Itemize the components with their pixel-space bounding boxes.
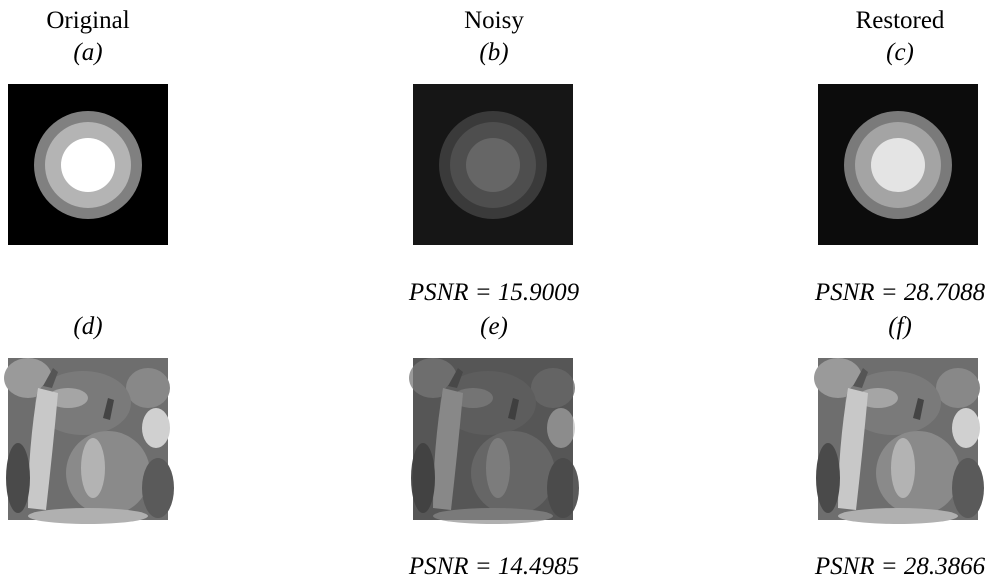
image-restored-rings <box>818 84 978 245</box>
image-noisy-rings <box>413 84 573 245</box>
psnr: PSNR = 14.4985 <box>408 553 579 580</box>
psnr: PSNR = 28.3866 <box>814 553 986 580</box>
image-restored-peppers <box>814 358 984 524</box>
image-original-peppers <box>4 358 174 524</box>
image-original-rings <box>8 84 168 245</box>
panel-label: (b) <box>479 39 508 66</box>
psnr: PSNR = 28.7088 <box>814 279 986 306</box>
figure: Original Noisy Restored (a) (b) (c) PSNR… <box>0 0 1008 584</box>
image-noisy-peppers <box>409 358 579 524</box>
panel-label: (f) <box>888 313 912 340</box>
panel-label: (a) <box>73 39 102 66</box>
panel-label: (e) <box>480 313 508 340</box>
panel-label: (c) <box>886 39 914 66</box>
column-title: Original <box>46 7 129 34</box>
column-title: Noisy <box>464 7 524 34</box>
column-title: Restored <box>856 7 945 34</box>
psnr: PSNR = 15.9009 <box>408 279 580 306</box>
panel-label: (d) <box>73 313 102 340</box>
